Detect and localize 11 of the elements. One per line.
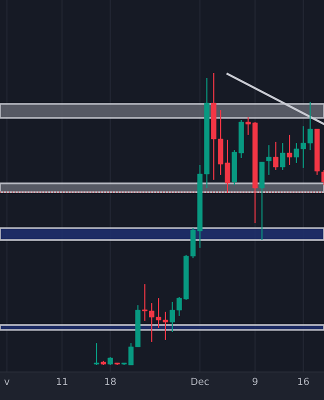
x-tick-label: v xyxy=(4,380,10,385)
candlestick xyxy=(280,142,286,170)
x-tick-label: 11 xyxy=(56,378,68,385)
x-tick-label: 18 xyxy=(105,378,116,386)
x-tick-label: Dec xyxy=(191,378,209,386)
x-tick-label: 9 xyxy=(252,378,258,386)
candlestick xyxy=(94,342,100,366)
candlestick xyxy=(266,144,272,176)
x-tick-label: 16 xyxy=(298,378,309,386)
candlestick xyxy=(273,141,278,170)
candlestick xyxy=(286,134,292,166)
